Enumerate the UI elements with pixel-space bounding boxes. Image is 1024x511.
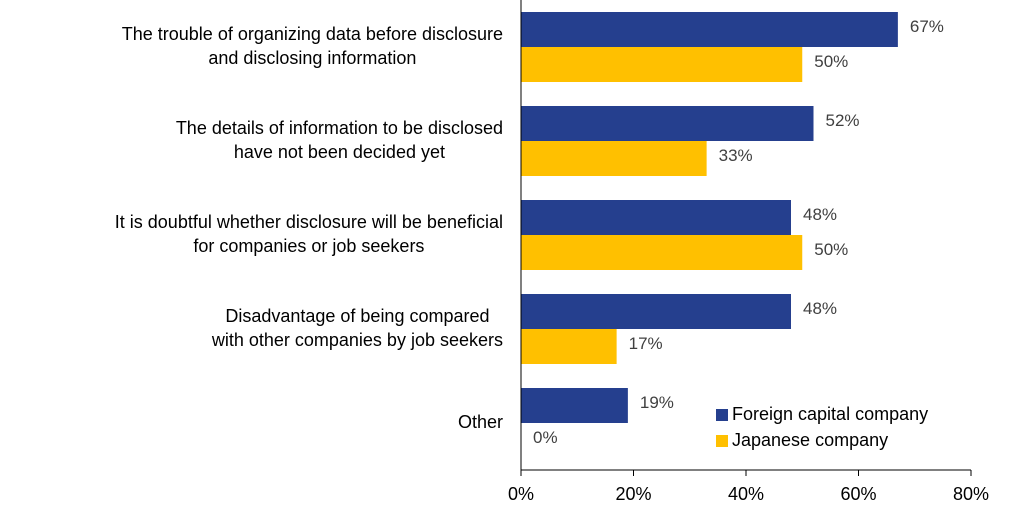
x-tick-label: 20% bbox=[615, 484, 651, 504]
x-tick-label: 80% bbox=[953, 484, 989, 504]
category-label-line: Disadvantage of being compared bbox=[225, 306, 489, 326]
category-label: It is doubtful whether disclosure will b… bbox=[115, 212, 503, 256]
x-tick-label: 60% bbox=[840, 484, 876, 504]
legend-swatch bbox=[716, 435, 728, 447]
legend-label: Foreign capital company bbox=[732, 404, 928, 424]
value-label: 48% bbox=[803, 205, 837, 224]
bar bbox=[521, 388, 628, 423]
bar bbox=[521, 12, 898, 47]
x-tick-label: 40% bbox=[728, 484, 764, 504]
bar bbox=[521, 141, 707, 176]
category-label-line: and disclosing information bbox=[208, 48, 416, 68]
category-label-line: It is doubtful whether disclosure will b… bbox=[115, 212, 503, 232]
bar bbox=[521, 106, 814, 141]
legend-label: Japanese company bbox=[732, 430, 888, 450]
category-label: Other bbox=[458, 412, 503, 432]
category-label-line: have not been decided yet bbox=[234, 142, 445, 162]
value-label: 50% bbox=[814, 52, 848, 71]
category-label-line: The details of information to be disclos… bbox=[176, 118, 503, 138]
bar bbox=[521, 235, 803, 270]
value-label: 50% bbox=[814, 240, 848, 259]
bar bbox=[521, 294, 791, 329]
category-label: The trouble of organizing data before di… bbox=[122, 24, 503, 68]
legend-swatch bbox=[716, 409, 728, 421]
category-label-line: with other companies by job seekers bbox=[211, 330, 503, 350]
value-label: 19% bbox=[640, 393, 674, 412]
value-label: 17% bbox=[629, 334, 663, 353]
category-label-line: The trouble of organizing data before di… bbox=[122, 24, 503, 44]
value-label: 48% bbox=[803, 299, 837, 318]
bar bbox=[521, 329, 617, 364]
category-label-line: for companies or job seekers bbox=[193, 236, 424, 256]
value-label: 67% bbox=[910, 17, 944, 36]
value-label: 0% bbox=[533, 428, 558, 447]
bar bbox=[521, 47, 803, 82]
category-label-line: Other bbox=[458, 412, 503, 432]
value-label: 52% bbox=[826, 111, 860, 130]
bar bbox=[521, 200, 791, 235]
category-label: The details of information to be disclos… bbox=[176, 118, 503, 162]
value-label: 33% bbox=[719, 146, 753, 165]
x-tick-label: 0% bbox=[508, 484, 534, 504]
category-label: Disadvantage of being compared with other… bbox=[211, 306, 503, 350]
